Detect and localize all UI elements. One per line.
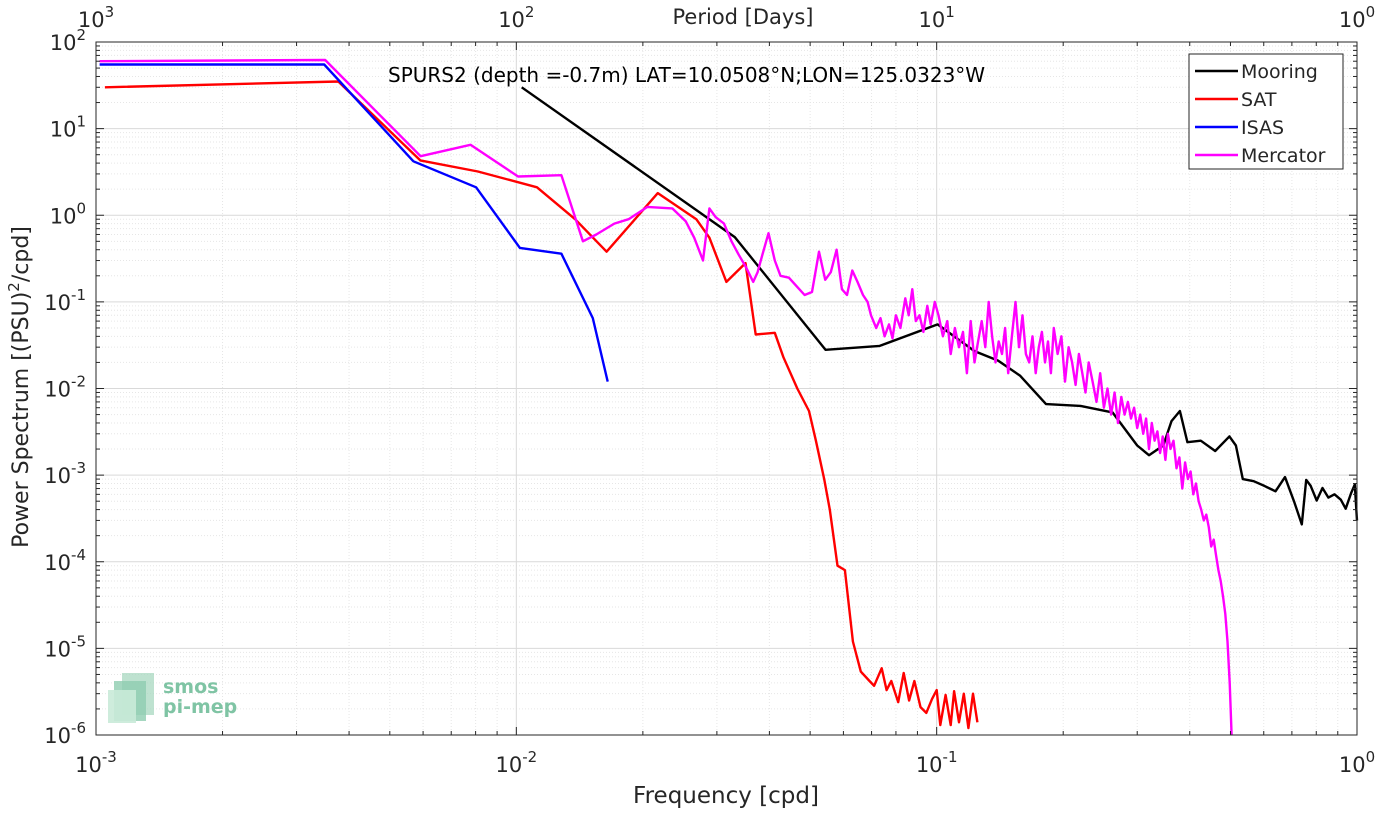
x-axis-label: Frequency [cpd] — [633, 783, 819, 809]
watermark: smos pi-mep — [108, 673, 237, 723]
legend-label-sat: SAT — [1241, 89, 1277, 111]
legend: Mooring SAT ISAS Mercator — [1188, 53, 1344, 170]
top-tick-label: 100 — [1339, 3, 1375, 32]
x-tick-label: 100 — [1339, 748, 1375, 777]
y-tick-label-exponent: 2 — [76, 26, 86, 44]
x-tick-label-exponent: 0 — [1366, 748, 1376, 766]
x-tick-label: 10-3 — [75, 748, 117, 777]
top-tick-label-base: 10 — [78, 8, 105, 32]
y-axis-label-tail: /cpd] — [9, 226, 34, 282]
y-tick-label-base: 10 — [44, 637, 71, 661]
y-tick-label-exponent: -3 — [71, 459, 86, 477]
watermark-text-line2: pi-mep — [163, 696, 237, 718]
x-tick-label-exponent: -3 — [102, 748, 117, 766]
y-tick-label: 101 — [50, 113, 86, 142]
series-layer — [99, 58, 1359, 736]
top-tick-label-exponent: 2 — [525, 3, 535, 21]
y-tick-label-exponent: 0 — [76, 199, 86, 217]
x-tick-label-base: 10 — [75, 753, 102, 777]
legend-label-mercator: Mercator — [1241, 145, 1326, 167]
y-tick-label-base: 10 — [44, 724, 71, 748]
top-tick-label-exponent: 3 — [105, 3, 115, 21]
x-tick-label: 10-1 — [916, 748, 958, 777]
y-tick-label: 10-2 — [44, 373, 86, 402]
y-tick-label-base: 10 — [44, 551, 71, 575]
y-tick-label-exponent: -6 — [71, 719, 86, 737]
grid-layer — [95, 41, 1358, 736]
y-tick-label-base: 10 — [50, 204, 77, 228]
x-tick-label: 10-2 — [495, 748, 537, 777]
legend-box — [1188, 53, 1344, 170]
watermark-logo-front — [108, 690, 136, 723]
y-tick-label: 10-6 — [44, 719, 86, 748]
top-tick-label-exponent: 0 — [1366, 3, 1376, 21]
series-line-mercator — [99, 58, 1233, 736]
y-axis-label-main: Power Spectrum [(PSU) — [9, 292, 34, 548]
series-line-sat — [104, 80, 979, 730]
y-tick-label-base: 10 — [50, 118, 77, 142]
y-tick-label-exponent: -1 — [71, 286, 86, 304]
y-axis-label-superscript: 2 — [5, 282, 23, 292]
y-tick-label: 100 — [50, 199, 86, 228]
y-tick-label: 10-1 — [44, 286, 86, 315]
top-tick-label-base: 10 — [919, 8, 946, 32]
y-tick-label: 10-3 — [44, 459, 86, 488]
top-tick-label-base: 10 — [1339, 8, 1366, 32]
x-tick-label-base: 10 — [1339, 753, 1366, 777]
series-line-mooring — [521, 86, 1359, 526]
top-tick-label: 101 — [919, 3, 955, 32]
y-tick-label-exponent: 1 — [76, 113, 86, 131]
legend-label-isas: ISAS — [1241, 117, 1284, 139]
legend-label-mooring: Mooring — [1241, 61, 1318, 83]
series-line-isas — [99, 63, 609, 382]
top-axis-label: Period [Days] — [673, 5, 814, 29]
y-tick-label-base: 10 — [50, 31, 77, 55]
top-tick-label-exponent: 1 — [945, 3, 955, 21]
y-tick-label-base: 10 — [44, 291, 71, 315]
watermark-text-line1: smos — [163, 676, 218, 698]
x-tick-label-base: 10 — [495, 753, 522, 777]
chart-title: SPURS2 (depth =-0.7m) LAT=10.0508°N;LON=… — [388, 63, 985, 87]
y-tick-label: 102 — [50, 26, 86, 55]
y-tick-label-base: 10 — [44, 464, 71, 488]
top-tick-label: 102 — [498, 3, 534, 32]
x-tick-label-base: 10 — [916, 753, 943, 777]
x-tick-label-exponent: -1 — [943, 748, 958, 766]
y-axis-label: Power Spectrum [(PSU)2/cpd] — [5, 226, 34, 548]
y-tick-label: 10-4 — [44, 546, 86, 575]
top-tick-label-base: 10 — [498, 8, 525, 32]
y-tick-label-exponent: -2 — [71, 373, 86, 391]
y-tick-label: 10-5 — [44, 632, 86, 661]
y-tick-label-exponent: -4 — [71, 546, 86, 564]
top-tick-label: 103 — [78, 3, 114, 32]
y-tick-label-exponent: -5 — [71, 632, 86, 650]
x-tick-label-exponent: -2 — [522, 748, 537, 766]
y-tick-label-base: 10 — [44, 378, 71, 402]
